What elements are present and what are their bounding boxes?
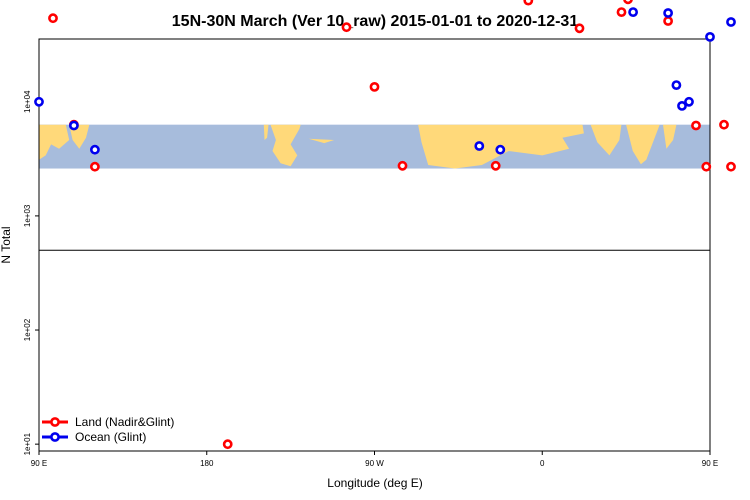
land-point	[523, 0, 534, 6]
ocean-point	[69, 120, 79, 131]
legend-land-marker	[50, 417, 60, 427]
y-tick-label: 1e+04	[23, 90, 32, 113]
y-tick-label: 1e+03	[23, 204, 32, 227]
map-land-baja	[263, 124, 269, 140]
y-tick-label: 1e+01	[23, 432, 32, 455]
map-land-indochina	[69, 124, 90, 149]
world-map-band	[39, 124, 710, 169]
map-land-seasia	[663, 124, 677, 149]
ocean-point	[663, 8, 673, 18]
ocean-point	[474, 141, 485, 151]
legend-ocean-label: Ocean (Glint)	[75, 430, 146, 444]
ocean-point	[705, 32, 715, 42]
ocean-point	[628, 7, 638, 17]
data-points	[34, 0, 736, 450]
plot-frame	[38, 38, 711, 452]
x-tick-label: 180	[200, 459, 214, 468]
ocean-point	[726, 17, 736, 27]
land-point	[90, 161, 100, 172]
land-point	[574, 23, 585, 34]
map-land-mexico	[270, 124, 301, 167]
legend-ocean-marker	[50, 432, 60, 442]
land-point	[691, 120, 701, 131]
map-land-asia	[39, 124, 70, 160]
x-tick-label: 90 E	[702, 459, 718, 468]
legend-land-label: Land (Nadir&Glint)	[75, 415, 174, 429]
chart-title: 15N-30N March (Ver 10_raw) 2015-01-01 to…	[172, 13, 579, 30]
land-point	[490, 160, 501, 171]
ocean-point	[677, 101, 687, 111]
y-axis-label: N Total	[0, 226, 13, 263]
land-point	[397, 160, 408, 171]
land-point	[701, 161, 712, 172]
ocean-point	[684, 96, 694, 107]
land-point	[719, 119, 729, 130]
land-point	[48, 13, 58, 24]
x-tick-label: 90 E	[31, 459, 47, 468]
ocean-point	[90, 144, 100, 155]
map-land-arabia	[590, 124, 622, 156]
x-tick-label: 90 W	[365, 459, 384, 468]
land-point	[341, 22, 352, 33]
ocean-point	[495, 144, 506, 155]
land-point	[726, 161, 736, 172]
x-tick-label: 0	[540, 459, 545, 468]
map-land-india	[626, 124, 660, 165]
land-point	[616, 7, 627, 17]
land-point	[222, 439, 233, 450]
land-point	[663, 16, 673, 26]
y-tick-label: 1e+02	[23, 318, 32, 341]
x-axis-label: Longitude (deg E)	[327, 476, 422, 490]
ocean-point	[34, 96, 44, 107]
land-point	[623, 0, 633, 5]
chart-legend: Land (Nadir&Glint) Ocean (Glint)	[42, 415, 174, 444]
land-point	[369, 82, 380, 92]
map-land-cuba	[308, 138, 335, 144]
ocean-point	[671, 80, 682, 90]
